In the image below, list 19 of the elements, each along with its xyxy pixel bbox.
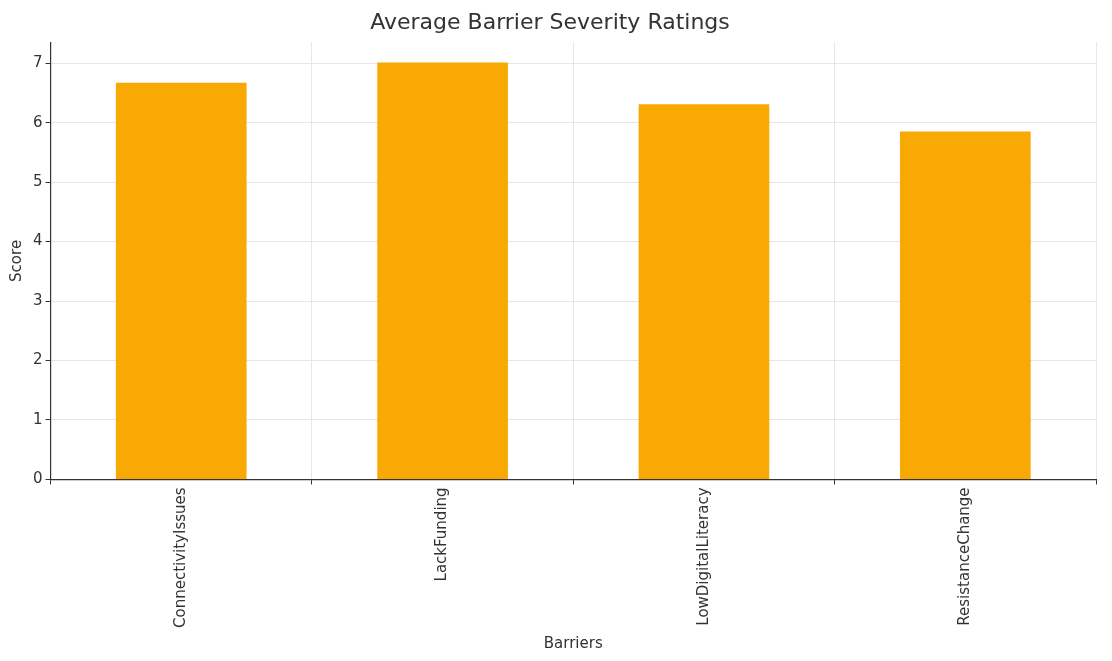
y-tick-label: 4 xyxy=(33,231,43,250)
x-tick-label: LowDigitalLiteracy xyxy=(693,487,712,626)
y-tick-label: 7 xyxy=(33,53,43,72)
bar xyxy=(115,82,247,479)
chart-title: Average Barrier Severity Ratings xyxy=(370,8,730,34)
y-tick-label: 2 xyxy=(33,350,43,369)
y-axis-title: Score xyxy=(6,239,25,282)
y-tick-label: 6 xyxy=(33,112,43,131)
bar xyxy=(377,62,508,479)
bar xyxy=(638,104,770,479)
y-tick-label: 1 xyxy=(33,409,43,428)
x-tick-label: ResistanceChange xyxy=(955,487,974,626)
y-tick-label: 5 xyxy=(33,172,43,191)
x-axis-title: Barriers xyxy=(543,633,603,652)
bar xyxy=(899,131,1031,479)
y-tick-label: 0 xyxy=(33,469,43,488)
x-tick-label: ConnectivityIssues xyxy=(171,487,190,629)
x-tick-label: LackFunding xyxy=(432,487,451,582)
y-tick-label: 3 xyxy=(33,290,43,309)
